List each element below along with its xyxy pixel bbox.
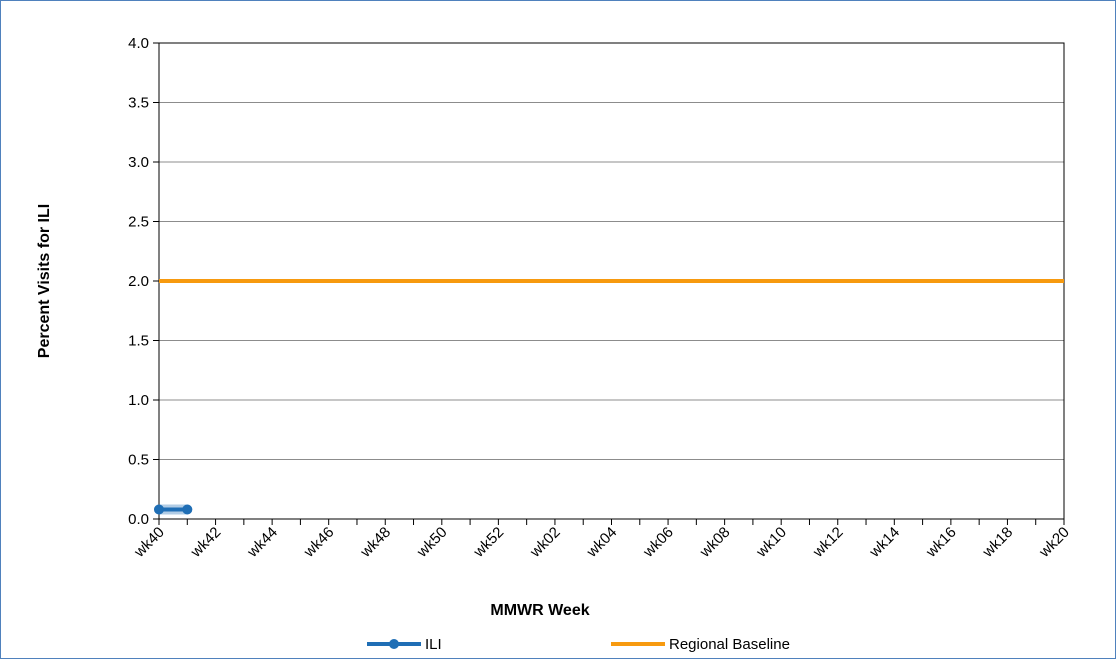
x-tick-label: wk14 [866,524,903,561]
y-tick-label: 0.0 [128,511,149,528]
x-tick-label: wk52 [470,524,507,561]
x-tick-label: wk42 [187,524,224,561]
x-tick-label: wk08 [696,524,733,561]
y-tick-label: 0.5 [128,452,149,469]
y-tick-label: 4.0 [128,35,149,52]
x-tick-label: wk50 [413,524,450,561]
x-tick-label: wk46 [300,524,337,561]
x-axis-title: MMWR Week [490,602,589,619]
y-axis-title: Percent Visits for ILI [36,204,53,358]
y-tick-label: 2.0 [128,273,149,290]
x-tick-label: wk40 [130,524,167,561]
legend: ILI Regional Baseline [367,636,790,653]
legend-label: ILI [425,636,442,653]
legend-marker [389,639,399,649]
y-tick-label: 1.0 [128,392,149,409]
legend-label: Regional Baseline [669,636,790,653]
y-tick-label: 3.0 [128,154,149,171]
y-tick-label: 1.5 [128,333,149,350]
x-tick-label: wk02 [526,524,563,561]
x-tick-label: wk20 [1035,524,1072,561]
x-tick-label: wk10 [753,524,790,561]
x-tick-label: wk12 [809,524,846,561]
ili-point [154,504,164,515]
x-tick-label: wk48 [357,524,394,561]
x-tick-label: wk04 [583,524,620,561]
y-tick-label: 2.5 [128,214,149,231]
x-tick-label: wk44 [243,524,280,561]
x-tick-label: wk06 [639,524,676,561]
ili-point [182,504,193,515]
x-tick-label: wk18 [979,524,1016,561]
y-tick-label: 3.5 [128,95,149,112]
x-tick-label: wk16 [922,524,959,561]
legend-item-regional-baseline: Regional Baseline [611,636,790,653]
legend-item-ili: ILI [367,636,442,653]
